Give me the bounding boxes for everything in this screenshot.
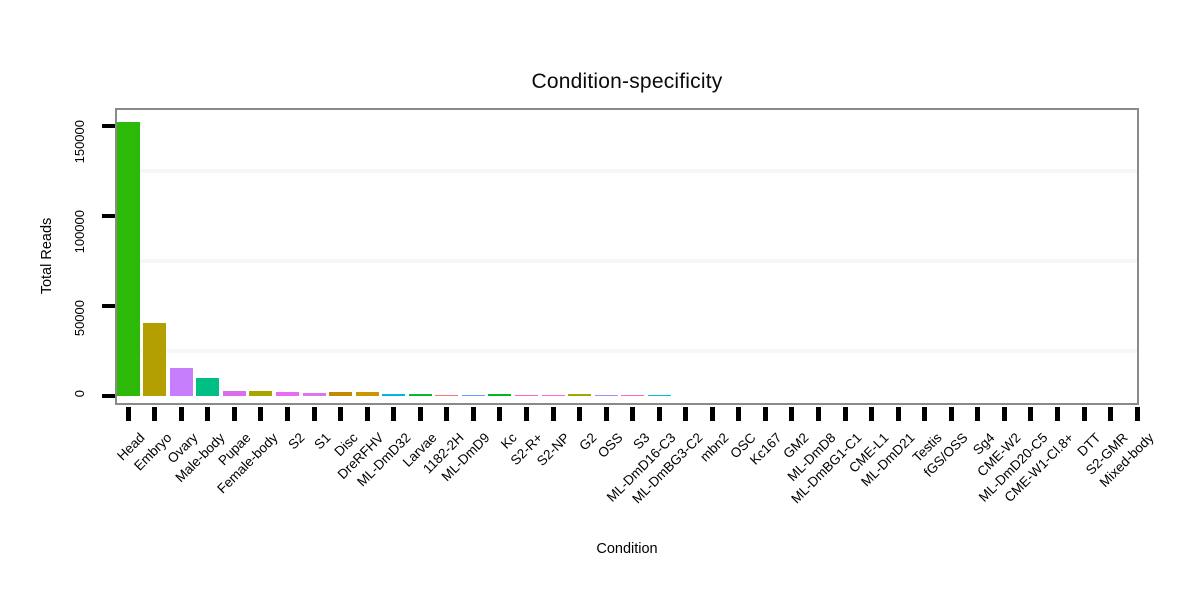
- bar: [408, 394, 432, 396]
- x-axis-tick: [630, 407, 636, 421]
- bar: [435, 395, 459, 396]
- bar: [196, 378, 220, 396]
- y-axis-tick-label: 100000: [72, 210, 87, 254]
- x-axis-tick: [895, 407, 901, 421]
- y-axis-tick-label: 50000: [72, 300, 87, 337]
- x-axis-tick: [125, 407, 131, 421]
- x-axis-tick: [205, 407, 211, 421]
- x-axis-tick: [842, 407, 848, 421]
- bar: [222, 391, 246, 396]
- x-axis-tick: [1001, 407, 1007, 421]
- bar: [541, 395, 565, 396]
- bar: [143, 323, 167, 396]
- x-axis-tick: [736, 407, 742, 421]
- x-axis-tick: [683, 407, 689, 421]
- x-axis-tick: [1134, 407, 1140, 421]
- bar: [249, 391, 273, 396]
- minor-gridline: [117, 349, 1137, 353]
- x-axis-tick: [603, 407, 609, 421]
- chart-title: Condition-specificity: [531, 70, 723, 93]
- bar: [329, 392, 353, 396]
- x-axis-tick: [1054, 407, 1060, 421]
- minor-gridline: [117, 169, 1137, 173]
- x-axis-tick: [497, 407, 503, 421]
- y-axis-tick-label: 150000: [72, 120, 87, 164]
- bar: [302, 393, 326, 396]
- x-axis-tick: [869, 407, 875, 421]
- bar: [355, 392, 379, 396]
- y-axis-tick: [102, 124, 115, 128]
- bar: [382, 394, 406, 396]
- x-axis-tick: [311, 407, 317, 421]
- x-axis-tick: [577, 407, 583, 421]
- x-axis-tick: [470, 407, 476, 421]
- plot-area: [115, 108, 1139, 405]
- bar: [488, 394, 512, 396]
- x-axis-tick: [1028, 407, 1034, 421]
- x-axis-tick: [152, 407, 158, 421]
- x-axis-tick: [364, 407, 370, 421]
- bar: [647, 395, 671, 396]
- x-axis-tick: [1108, 407, 1114, 421]
- bar: [461, 395, 485, 396]
- x-axis-tick: [709, 407, 715, 421]
- x-axis-tick: [789, 407, 795, 421]
- x-axis-tick: [417, 407, 423, 421]
- x-axis-tick: [391, 407, 397, 421]
- bar: [169, 368, 193, 396]
- x-axis-tick: [258, 407, 264, 421]
- x-axis-tick: [550, 407, 556, 421]
- x-axis-tick: [231, 407, 237, 421]
- bar: [568, 394, 592, 396]
- x-axis-tick: [1081, 407, 1087, 421]
- y-axis-tick: [102, 394, 115, 398]
- y-axis-tick: [102, 214, 115, 218]
- x-axis-tick: [178, 407, 184, 421]
- x-axis-tick: [523, 407, 529, 421]
- x-axis-tick: [762, 407, 768, 421]
- y-axis-title: Total Reads: [39, 217, 55, 295]
- x-axis-tick: [975, 407, 981, 421]
- bar: [276, 392, 299, 396]
- bar: [116, 122, 140, 396]
- x-axis-tick: [948, 407, 954, 421]
- minor-gridline: [117, 259, 1137, 263]
- x-axis-tick: [656, 407, 662, 421]
- y-axis-tick: [102, 304, 115, 308]
- x-axis-tick: [922, 407, 928, 421]
- bar: [514, 395, 538, 396]
- x-axis-tick: [444, 407, 450, 421]
- x-axis-tick: [285, 407, 290, 421]
- bar: [621, 395, 645, 396]
- x-axis-tick: [338, 407, 344, 421]
- bar: [594, 395, 618, 396]
- x-axis-tick: [816, 407, 821, 421]
- y-axis-tick-label: 0: [72, 390, 87, 398]
- x-axis-title: Condition: [596, 541, 658, 557]
